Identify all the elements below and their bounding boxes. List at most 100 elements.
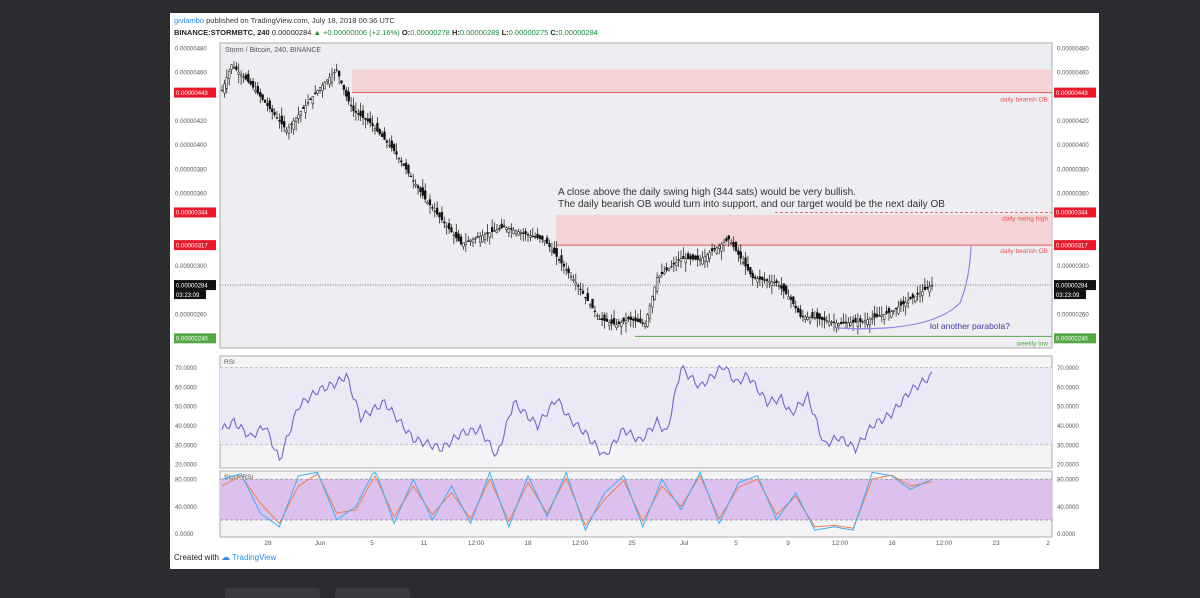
candle	[440, 211, 444, 221]
author-link[interactable]: givlambo	[174, 16, 205, 25]
parabola-curve	[837, 244, 972, 330]
candle	[608, 322, 611, 326]
candle	[696, 255, 699, 260]
candle	[902, 300, 905, 305]
open-value: 0.00000278	[410, 28, 450, 37]
candle	[318, 87, 322, 91]
rsi-tick-left: 40.0000	[175, 424, 197, 430]
candle	[806, 316, 809, 320]
candle	[691, 254, 695, 260]
candle	[694, 255, 697, 260]
x-tick: 12:00	[936, 540, 953, 547]
candle	[636, 318, 640, 322]
candle	[397, 157, 401, 160]
swing-high-price-tag-bg	[1054, 207, 1096, 218]
candle	[741, 262, 745, 264]
candle	[689, 255, 692, 260]
candle	[732, 241, 735, 248]
candle	[773, 281, 776, 284]
candle	[366, 118, 369, 122]
candle	[758, 276, 762, 280]
candle	[266, 103, 269, 106]
candle	[285, 129, 288, 133]
last-price-tag-bg	[1054, 280, 1096, 291]
candle	[756, 278, 759, 283]
candle	[426, 201, 429, 204]
candle	[751, 272, 754, 279]
candle	[239, 74, 243, 77]
candle	[553, 247, 556, 254]
candle	[364, 118, 367, 120]
weekly-low-price-tag-bg	[174, 333, 216, 344]
candle	[835, 322, 838, 329]
candle	[734, 242, 738, 251]
candle	[622, 317, 625, 322]
candle	[770, 281, 773, 286]
candle	[251, 80, 255, 88]
y-tick-right: 0.00000360	[1057, 192, 1089, 198]
candle	[428, 199, 432, 206]
candle	[263, 99, 267, 103]
annotation-line-2: The daily bearish OB would turn into sup…	[558, 199, 945, 210]
ob-upper-price-tag-bg	[1054, 87, 1096, 98]
candle	[244, 74, 248, 80]
candle	[715, 247, 718, 254]
candle	[304, 105, 307, 113]
y-tick-left: 0.00000420	[175, 119, 207, 125]
candle	[859, 318, 862, 322]
candle	[242, 76, 245, 79]
candle	[799, 309, 802, 317]
symbol-name: BINANCE:STORMBTC, 240	[174, 28, 270, 37]
candle	[354, 110, 358, 113]
rsi-tick-left: 30.0000	[175, 443, 197, 449]
bottom-tab-1	[225, 588, 320, 598]
candle	[916, 292, 919, 295]
candle	[390, 140, 393, 149]
candle	[572, 279, 575, 281]
ob-zone-upper	[352, 69, 1052, 93]
candle	[861, 321, 864, 323]
candle	[407, 164, 410, 174]
x-tick: 5	[370, 540, 374, 547]
candle	[342, 84, 346, 90]
candle	[404, 162, 408, 170]
candle	[261, 94, 264, 100]
candle	[918, 292, 922, 297]
candle	[376, 122, 379, 132]
candle	[660, 271, 664, 275]
candle	[519, 232, 522, 234]
price-pane-title: Storm / Bitcoin, 240, BINANCE	[225, 47, 321, 54]
candle	[522, 232, 525, 234]
candle	[287, 126, 291, 134]
candle	[851, 319, 855, 323]
last-price-tag: 0.00000284	[1056, 283, 1088, 289]
candle	[545, 237, 549, 244]
candle	[921, 291, 924, 296]
tradingview-link[interactable]: TradingView	[232, 553, 277, 562]
y-tick-right: 0.00000460	[1057, 71, 1089, 77]
candle	[502, 225, 506, 228]
candle	[868, 318, 871, 326]
candle	[392, 144, 396, 151]
x-tick: 18	[524, 540, 532, 547]
candle	[268, 100, 271, 109]
rsi-tick-left: 50.0000	[175, 405, 197, 411]
weekly-low-price-tag: 0.00000240	[1056, 337, 1088, 343]
candle	[290, 123, 293, 126]
candle	[665, 267, 668, 271]
rsi-title: RSI	[224, 359, 235, 366]
candle	[567, 268, 570, 274]
candle	[259, 92, 262, 97]
candle	[701, 257, 704, 265]
candle	[687, 253, 690, 260]
candle	[424, 190, 427, 200]
candle	[297, 114, 300, 119]
candle	[768, 280, 771, 284]
y-tick-right: 0.00000400	[1057, 143, 1089, 149]
chart-area[interactable]: Storm / Bitcoin, 240, BINANCE daily beari…	[170, 13, 1099, 569]
candle	[371, 123, 374, 126]
candle	[292, 120, 295, 130]
candle	[629, 316, 632, 320]
candle	[225, 77, 228, 89]
ob-zone-lower	[556, 214, 1052, 246]
